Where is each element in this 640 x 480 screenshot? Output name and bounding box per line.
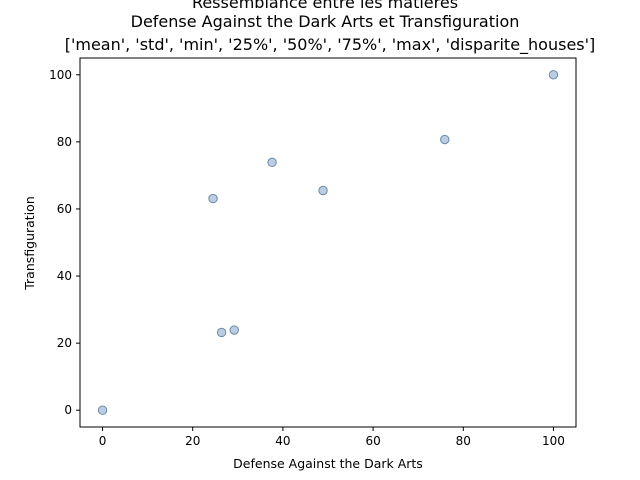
y-tick-label: 60 (57, 202, 72, 216)
scatter-point (216, 327, 227, 338)
x-axis-ticks: 0 20 40 60 80 100 (99, 427, 565, 448)
x-axis-label: Defense Against the Dark Arts (233, 456, 423, 471)
x-tick-label: 60 (365, 434, 380, 448)
scatter-point (318, 185, 328, 196)
scatter-point (229, 325, 239, 335)
scatter-point (548, 70, 559, 80)
y-tick-label: 100 (49, 68, 72, 82)
data-points (97, 70, 559, 415)
y-axis-ticks: 0 20 40 60 80 100 (49, 68, 80, 417)
y-tick-label: 0 (64, 403, 72, 417)
scatter-point (208, 193, 218, 204)
x-tick-label: 0 (99, 434, 107, 448)
x-tick-label: 20 (185, 434, 200, 448)
chart-title-line-2: Defense Against the Dark Arts et Transfi… (131, 12, 520, 31)
y-axis-label: Transfiguration (22, 196, 37, 291)
y-tick-label: 40 (57, 269, 72, 283)
x-tick-label: 80 (456, 434, 471, 448)
scatter-point (267, 157, 277, 168)
chart-title-line-3: ['mean', 'std', 'min', '25%', '50%', '75… (65, 35, 596, 55)
x-tick-label: 40 (275, 434, 290, 448)
y-tick-label: 20 (57, 336, 72, 350)
plot-area (79, 57, 577, 428)
chart-title-line-1: Ressemblance entre les matières (192, 0, 458, 12)
x-tick-label: 100 (542, 434, 565, 448)
scatter-point (440, 134, 450, 145)
chart-title: Ressemblance entre les matières Defense … (65, 0, 596, 55)
scatter-point (97, 405, 108, 415)
y-tick-label: 80 (57, 135, 72, 149)
